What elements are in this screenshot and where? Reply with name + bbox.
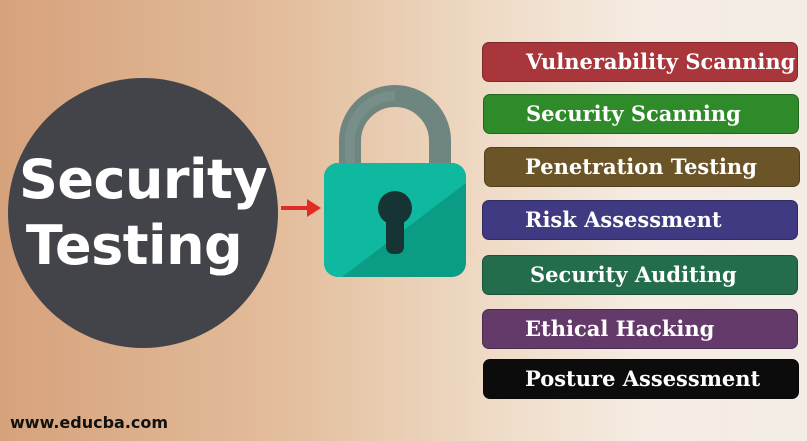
title-line-1: Security — [18, 148, 268, 211]
type-item-risk-assessment: Risk Assessment — [482, 200, 798, 240]
type-label: Security Auditing — [530, 262, 737, 287]
type-item-ethical-hacking: Ethical Hacking — [482, 309, 798, 349]
type-label: Risk Assessment — [525, 207, 722, 232]
type-label: Penetration Testing — [525, 154, 757, 179]
type-label: Vulnerability Scanning — [526, 49, 796, 74]
type-item-security-auditing: Security Auditing — [482, 255, 798, 295]
website-footer: www.educba.com — [10, 413, 169, 432]
type-label: Ethical Hacking — [525, 316, 715, 341]
right-arrow-icon — [281, 199, 321, 217]
type-item-posture-assessment: Posture Assessment — [483, 359, 799, 399]
type-item-vulnerability-scanning: Vulnerability Scanning — [482, 42, 798, 82]
type-label: Posture Assessment — [525, 366, 761, 391]
title-line-2: Testing — [25, 214, 243, 277]
title-circle: Security Testing — [8, 78, 278, 348]
type-item-penetration-testing: Penetration Testing — [484, 147, 800, 187]
type-label: Security Scanning — [526, 101, 741, 126]
padlock-icon — [324, 85, 466, 277]
type-item-security-scanning: Security Scanning — [483, 94, 799, 134]
